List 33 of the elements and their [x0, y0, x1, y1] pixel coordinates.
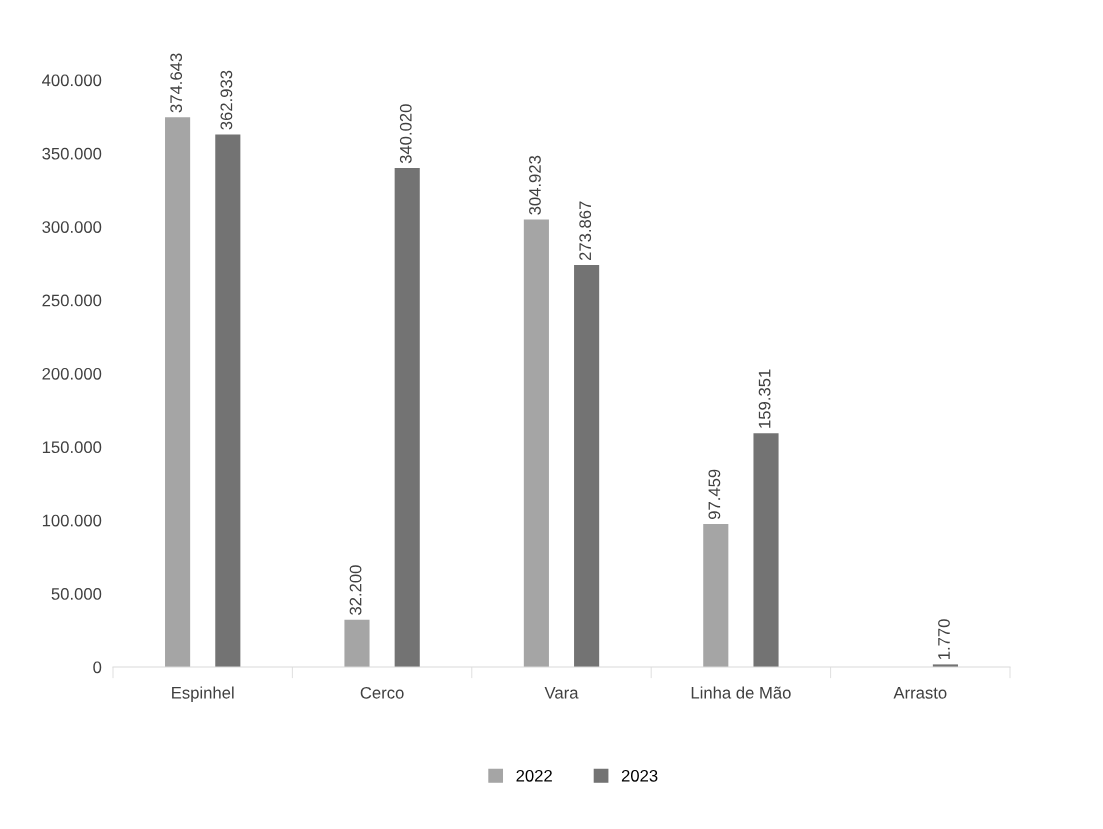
x-tick-label: Espinhel — [172, 686, 234, 702]
x-tick-label: Arrasto — [893, 687, 947, 699]
bar — [753, 433, 779, 667]
legend-label: 2023 — [621, 769, 658, 782]
x-tick-label: Vara — [544, 687, 579, 699]
data-label: 340.020 — [399, 104, 412, 164]
y-tick-label: 250.000 — [42, 294, 102, 307]
data-label: 32.200 — [349, 565, 362, 615]
y-tick-label: 0 — [93, 661, 102, 674]
y-tick-label: 50.000 — [51, 588, 102, 600]
x-tick-label: Cerco — [360, 686, 404, 699]
bar — [165, 117, 191, 667]
data-label: 304.923 — [529, 155, 541, 215]
data-label: 159.351 — [758, 369, 771, 428]
bar — [215, 134, 241, 667]
legend-label: 2022 — [516, 769, 552, 782]
y-tick-label: 100.000 — [42, 514, 102, 527]
data-label: 273.867 — [579, 201, 592, 261]
bar — [703, 523, 729, 667]
y-tick-label: 400.000 — [42, 74, 102, 87]
data-label: 374.643 — [170, 53, 183, 113]
bar — [344, 619, 370, 667]
x-tick-label: Linha de Mão — [691, 686, 791, 699]
bar — [523, 219, 549, 667]
y-tick-label: 300.000 — [42, 221, 102, 233]
y-tick-label: 150.000 — [42, 441, 102, 454]
data-label: 1.770 — [938, 619, 950, 659]
data-label: 97.459 — [708, 469, 721, 520]
y-tick-label: 200.000 — [42, 367, 102, 380]
data-label: 362.933 — [220, 70, 233, 130]
bar — [574, 265, 600, 667]
y-tick-label: 350.000 — [42, 147, 102, 160]
bar — [394, 168, 420, 667]
